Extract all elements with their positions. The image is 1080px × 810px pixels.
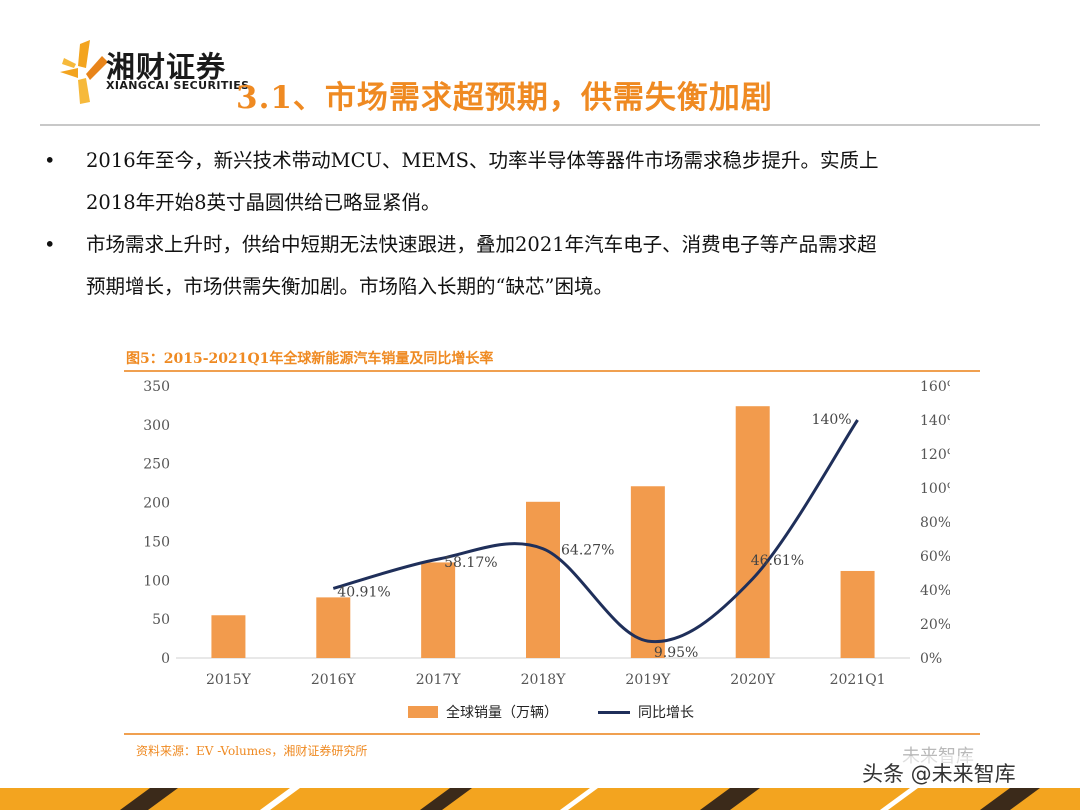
y-left-tick-label: 300 [143,418,170,434]
xiangcai-logo-icon [60,40,108,104]
title-divider [40,124,1040,126]
brand-name-english: XIANGCAI SECURITIES [106,79,250,92]
bullet-line: 2016年至今，新兴技术带动MCU、MEMS、功率半导体等器件市场需求稳步提升。… [86,149,879,172]
bullet-item: • 2016年至今，新兴技术带动MCU、MEMS、功率半导体等器件市场需求稳步提… [44,140,1044,224]
x-tick-label: 2018Y [521,672,567,688]
bar [630,486,665,658]
growth-data-label: 9.95% [654,645,698,661]
page-title: 3.1、市场需求超预期，供需失衡加剧 [236,80,773,116]
y-right-tick-label: 80% [920,515,950,531]
bar [735,406,770,658]
bullet-item: • 市场需求上升时，供给中短期无法快速跟进，叠加2021年汽车电子、消费电子等产… [44,224,1044,308]
x-tick-label: 2017Y [416,672,462,688]
source-note: 资料来源：EV -Volumes，湘财证券研究所 [136,744,368,758]
growth-data-label: 58.17% [444,555,497,571]
bar [421,562,456,658]
y-right-tick-label: 100% [920,481,950,497]
bullet-list: • 2016年至今，新兴技术带动MCU、MEMS、功率半导体等器件市场需求稳步提… [44,140,1044,308]
y-left-tick-label: 350 [143,379,170,395]
bullet-line: 预期增长，市场供需失衡加剧。市场陷入长期的“缺芯”困境。 [86,275,613,298]
bullet-line: 市场需求上升时，供给中短期无法快速跟进，叠加2021年汽车电子、消费电子等产品需… [86,233,877,256]
watermark: 头条 @未来智库 [858,756,1020,790]
chart-legend: 全球销量（万辆） 同比增长 [408,702,694,722]
growth-data-label: 40.91% [337,584,390,600]
y-left-tick-label: 250 [143,457,170,473]
bullet-marker: • [44,233,56,256]
y-right-tick-label: 160% [920,379,950,395]
y-right-tick-label: 60% [920,549,950,565]
footer-stripe [0,788,1080,810]
legend-line-swatch [598,710,630,714]
growth-data-label: 46.61% [751,553,804,569]
bar [840,570,875,658]
x-tick-label: 2019Y [625,672,671,688]
legend-bar-label: 全球销量（万辆） [446,705,558,721]
y-left-tick-label: 50 [152,612,170,628]
y-right-tick-label: 140% [920,413,950,429]
y-left-tick-label: 150 [143,534,170,550]
y-left-tick-label: 100 [143,573,170,589]
bar [211,615,246,658]
legend-line-label: 同比增长 [638,705,694,721]
growth-data-label: 140% [812,412,852,428]
y-right-tick-label: 40% [920,583,950,599]
bar [526,501,560,658]
y-right-tick-label: 120% [920,447,950,463]
bar [316,597,351,658]
x-tick-label: 2021Q1 [830,672,886,688]
x-tick-label: 2016Y [311,672,357,688]
x-tick-label: 2015Y [206,672,252,688]
x-tick-label: 2020Y [730,672,776,688]
source-divider [124,733,980,735]
y-right-tick-label: 20% [920,617,950,633]
figure-divider [124,370,980,372]
brand-name: 湘财证券 [106,50,227,84]
y-left-tick-label: 200 [143,496,170,512]
growth-data-label: 64.27% [561,543,614,559]
legend-bar-swatch [408,706,438,718]
figure-title: 图5：2015-2021Q1年全球新能源汽车销量及同比增长率 [126,351,494,367]
sales-growth-chart: 0 50 100 150 200 250 300 350 0% 20% 40% 60% 80% 100% 1… [143,379,950,688]
y-left-tick-label: 0 [161,651,170,667]
bullet-marker: • [44,149,56,172]
bullet-line: 2018年开始8英寸晶圆供给已略显紧俏。 [86,191,441,214]
growth-line [332,419,859,644]
y-right-tick-label: 0% [920,651,942,667]
